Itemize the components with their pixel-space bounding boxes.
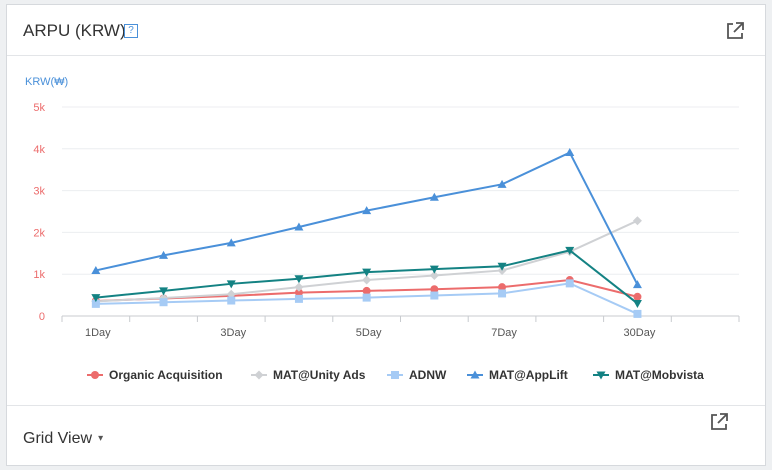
data-point-mat-applift xyxy=(159,250,169,259)
data-point-adnw xyxy=(565,279,574,288)
data-point-organic-acquisition xyxy=(633,292,642,301)
y-tick-label: 3k xyxy=(33,186,45,198)
data-point-adnw xyxy=(159,298,168,307)
legend-marker-mat-applift xyxy=(470,370,480,379)
legend-marker-mat-unity-ads xyxy=(254,370,264,380)
data-point-mat-applift xyxy=(91,265,101,274)
data-point-mat-mobvista xyxy=(632,299,642,308)
series-line-mat-applift xyxy=(95,151,639,286)
data-point-mat-unity-ads xyxy=(294,282,304,292)
y-tick-label: 5k xyxy=(33,102,45,114)
legend-label-mat-applift: MAT@AppLift xyxy=(489,368,568,382)
data-point-mat-unity-ads xyxy=(226,289,236,299)
data-point-mat-mobvista xyxy=(226,280,236,289)
data-point-organic-acquisition xyxy=(294,288,303,297)
data-point-adnw xyxy=(430,291,439,300)
help-icon[interactable]: ? xyxy=(124,24,138,38)
x-tick-label: 1Day xyxy=(85,327,111,339)
legend-label-organic-acquisition: Organic Acquisition xyxy=(109,368,223,382)
data-point-mat-mobvista xyxy=(497,262,507,271)
data-point-mat-mobvista xyxy=(565,246,575,255)
x-tick-label: 3Day xyxy=(220,327,246,339)
card-title: ARPU (KRW) xyxy=(23,21,126,40)
arpu-line-chart: KRW(₩) 0 1k 2k 3k 4k 5k 1Day 3Day 5Day 7Day 30Day Or… xyxy=(25,76,740,382)
grid-view-label: Grid View xyxy=(23,430,93,447)
data-point-mat-applift xyxy=(362,206,372,215)
data-point-mat-mobvista xyxy=(159,287,169,296)
y-tick-label: 2k xyxy=(33,227,45,239)
legend-marker-adnw xyxy=(391,371,399,379)
legend-label-mat-unity-ads: MAT@Unity Ads xyxy=(273,368,366,382)
card-header: ARPU (KRW) ? xyxy=(7,5,765,56)
arpu-card: ARPU (KRW) ? KRW(₩) 0 1k 2k 3k 4k 5k 1Day 3Day 5D… xyxy=(6,4,766,466)
data-point-mat-mobvista xyxy=(294,275,304,284)
y-axis-label: KRW(₩) xyxy=(25,76,68,88)
data-point-mat-applift xyxy=(429,192,439,201)
chart-area: KRW(₩) 0 1k 2k 3k 4k 5k 1Day 3Day 5Day 7Day 30Day Or… xyxy=(7,57,765,405)
data-point-mat-mobvista xyxy=(362,268,372,277)
external-link-icon[interactable] xyxy=(709,412,729,437)
data-point-organic-acquisition xyxy=(362,286,371,295)
data-point-mat-unity-ads xyxy=(429,270,439,280)
legend-marker-mat-mobvista xyxy=(596,371,606,380)
legend-label-mat-mobvista: MAT@Mobvista xyxy=(615,368,704,382)
y-tick-label: 0 xyxy=(39,311,45,323)
y-tick-label: 1k xyxy=(33,269,45,281)
data-point-mat-unity-ads xyxy=(362,275,372,285)
chevron-down-icon: ▾ xyxy=(98,433,104,444)
x-tick-label: 30Day xyxy=(624,327,656,339)
data-point-mat-mobvista xyxy=(429,265,439,274)
data-point-organic-acquisition xyxy=(430,285,439,294)
data-point-mat-applift xyxy=(565,148,575,157)
data-point-mat-applift xyxy=(226,238,236,247)
legend-marker-organic-acquisition xyxy=(91,371,99,379)
data-point-adnw xyxy=(91,299,100,308)
data-point-adnw xyxy=(362,293,371,302)
grid-view-dropdown[interactable]: Grid View ▾ xyxy=(23,430,103,448)
data-point-mat-unity-ads xyxy=(632,216,642,226)
data-point-adnw xyxy=(498,289,507,298)
data-point-organic-acquisition xyxy=(498,283,507,292)
data-point-mat-mobvista xyxy=(91,294,101,303)
y-tick-label: 4k xyxy=(33,144,45,156)
x-tick-label: 5Day xyxy=(356,327,382,339)
data-point-mat-applift xyxy=(294,222,304,231)
x-tick-label: 7Day xyxy=(491,327,517,339)
legend-label-adnw: ADNW xyxy=(409,368,447,382)
data-point-mat-applift xyxy=(497,179,507,188)
data-point-adnw xyxy=(633,309,642,318)
data-point-mat-applift xyxy=(632,280,642,289)
card-footer: Grid View ▾ xyxy=(7,405,765,466)
data-point-adnw xyxy=(227,296,236,305)
data-point-adnw xyxy=(294,294,303,303)
external-link-icon[interactable] xyxy=(725,21,745,46)
